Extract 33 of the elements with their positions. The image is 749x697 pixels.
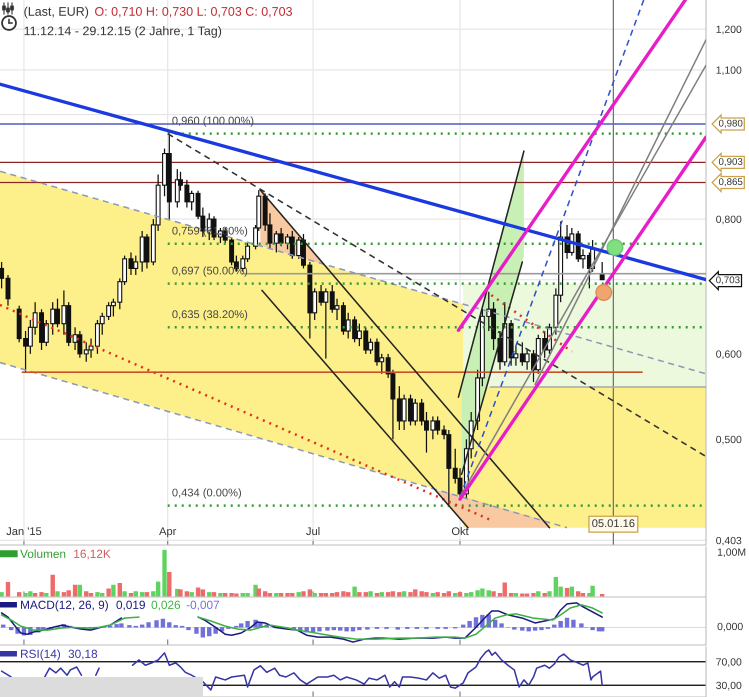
x-tick-label: Apr: [159, 527, 176, 538]
annotation: 0,019: [116, 600, 145, 610]
ref-line-label: 0,903: [718, 158, 742, 166]
y-tick-label: 0,800: [716, 216, 742, 224]
chart-title: (Last, EUR): [24, 6, 88, 18]
y-tick-label: 0,403: [716, 536, 742, 546]
y-tick-label: 70,00: [716, 658, 742, 667]
series-label: 0,635 (38.20%): [172, 310, 248, 320]
legend-label: MACD(12, 26, 9): [21, 600, 108, 612]
text: 1,00M: [718, 548, 746, 558]
series-label: 0,697 (50.00%): [172, 266, 248, 277]
text: 11.12.14 - 29.12.15 (2 Jahre, 1 Tag): [24, 26, 222, 38]
annotation: O: 0,710 H: 0,730 L: 0,703 C: 0,703: [95, 7, 292, 18]
annotation: 0,026: [152, 600, 180, 610]
ref-line-label: 05.01.16: [592, 519, 634, 528]
series-label: Volumen: [20, 549, 66, 558]
annotation: -0,007: [186, 600, 220, 610]
y-tick-label: 0,500: [716, 436, 742, 444]
y-tick-label: 30,00: [716, 682, 742, 690]
y-tick-label: 0,703: [716, 276, 740, 284]
ref-line-label: 0,980: [718, 120, 742, 128]
ref-line-label: 0,865: [718, 178, 742, 186]
text: 0,000: [718, 622, 743, 632]
series-label: 0,434 (0.00%): [172, 488, 241, 499]
legend-label: RSI(14): [21, 649, 60, 660]
annotation: 30,18: [68, 650, 98, 660]
y-tick-label: 0,600: [716, 350, 742, 359]
annotation: 16,12K: [74, 550, 111, 560]
x-tick-label: Jul: [306, 526, 320, 536]
x-tick-label: Okt: [452, 526, 469, 536]
y-tick-label: 1,100: [716, 66, 742, 76]
x-tick-label: Jan '15: [6, 527, 42, 536]
y-tick-label: 1,200: [716, 26, 742, 34]
